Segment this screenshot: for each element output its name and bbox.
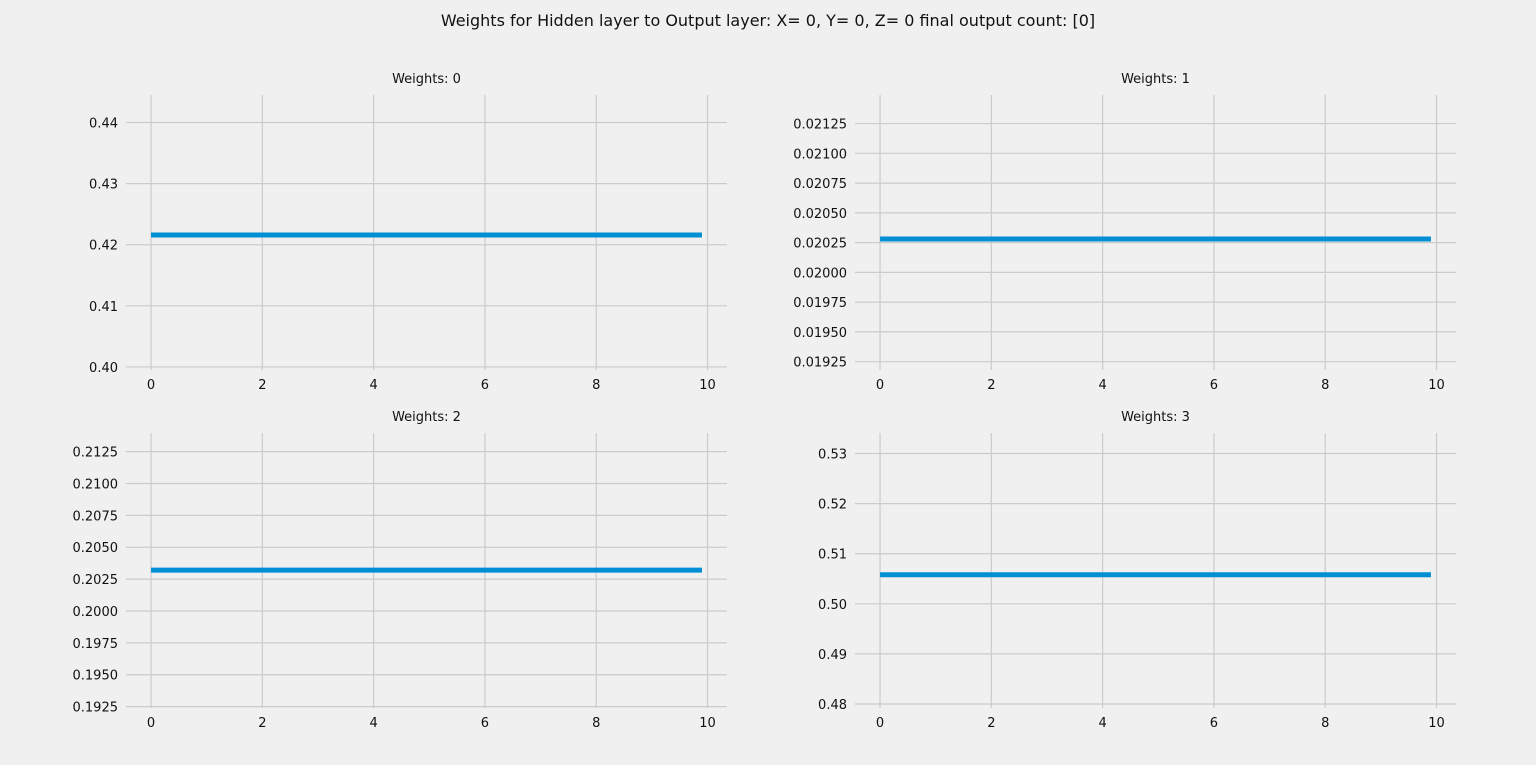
- y-tick-label: 0.1950: [73, 669, 119, 684]
- x-tick-label: 6: [481, 378, 489, 393]
- y-tick-label: 0.51: [818, 548, 847, 563]
- y-tick-label: 0.52: [818, 498, 847, 513]
- y-tick-label: 0.02025: [793, 237, 847, 252]
- x-tick-label: 2: [258, 716, 266, 731]
- y-tick-label: 0.2050: [73, 541, 119, 556]
- subplot-title: Weights: 0: [392, 72, 461, 87]
- y-tick-label: 0.53: [818, 448, 847, 463]
- y-tick-label: 0.2000: [73, 605, 119, 620]
- y-tick-label: 0.44: [89, 117, 118, 132]
- y-tick-label: 0.2075: [73, 509, 119, 524]
- subplot-title: Weights: 2: [392, 410, 461, 425]
- y-tick-label: 0.1925: [73, 701, 119, 716]
- x-tick-label: 10: [699, 716, 716, 731]
- x-tick-label: 0: [876, 716, 884, 731]
- y-tick-label: 0.02125: [793, 118, 847, 133]
- x-tick-label: 2: [258, 378, 266, 393]
- y-tick-label: 0.02050: [793, 207, 847, 222]
- x-tick-label: 8: [592, 716, 600, 731]
- x-tick-label: 4: [369, 716, 377, 731]
- y-tick-label: 0.43: [89, 178, 118, 193]
- y-tick-label: 0.02075: [793, 177, 847, 192]
- x-tick-label: 0: [147, 716, 155, 731]
- x-tick-label: 10: [699, 378, 716, 393]
- y-tick-label: 0.1975: [73, 637, 119, 652]
- x-tick-label: 6: [481, 716, 489, 731]
- x-tick-label: 4: [1098, 716, 1106, 731]
- y-tick-label: 0.42: [89, 239, 118, 254]
- x-tick-label: 4: [369, 378, 377, 393]
- figure-title: Weights for Hidden layer to Output layer…: [440, 11, 1096, 30]
- y-tick-label: 0.2025: [73, 573, 119, 588]
- y-tick-label: 0.41: [89, 300, 118, 315]
- x-tick-label: 8: [592, 378, 600, 393]
- x-tick-label: 2: [987, 716, 995, 731]
- subplot-0: 0 2 4 6 8 10 0.40 0.41 0.42 0.43 0.44 Weights: 0: [89, 72, 727, 393]
- subplot-3: 0 2 4 6 8 10 0.48 0.49 0.50 0.51 0.52 0.53 Weights: …: [818, 410, 1456, 731]
- x-tick-label: 8: [1321, 378, 1329, 393]
- x-tick-label: 2: [987, 378, 995, 393]
- y-tick-label: 0.2125: [73, 446, 119, 461]
- subplot-title: Weights: 1: [1121, 72, 1190, 87]
- y-tick-label: 0.50: [818, 598, 847, 613]
- y-tick-label: 0.49: [818, 648, 847, 663]
- x-tick-label: 10: [1428, 378, 1445, 393]
- y-tick-label: 0.40: [89, 361, 118, 376]
- y-tick-label: 0.01975: [793, 296, 847, 311]
- y-tick-label: 0.02000: [793, 266, 847, 281]
- y-tick-label: 0.02100: [793, 147, 847, 162]
- x-tick-label: 0: [876, 378, 884, 393]
- x-tick-label: 10: [1428, 716, 1445, 731]
- subplot-2: 0 2 4 6 8 10 0.1925 0.1950 0.1975 0.2000 0.2025 0.2…: [73, 410, 727, 731]
- subplot-1: 0 2 4 6 8 10 0.01925 0.01950 0.01975 0.02000 0.020…: [793, 72, 1456, 393]
- x-tick-label: 8: [1321, 716, 1329, 731]
- y-tick-label: 0.01950: [793, 326, 847, 341]
- x-tick-label: 6: [1210, 378, 1218, 393]
- subplot-title: Weights: 3: [1121, 410, 1190, 425]
- y-tick-label: 0.01925: [793, 356, 847, 371]
- y-tick-label: 0.48: [818, 698, 847, 713]
- y-tick-label: 0.2100: [73, 477, 119, 492]
- x-tick-label: 4: [1098, 378, 1106, 393]
- x-tick-label: 0: [147, 378, 155, 393]
- x-tick-label: 6: [1210, 716, 1218, 731]
